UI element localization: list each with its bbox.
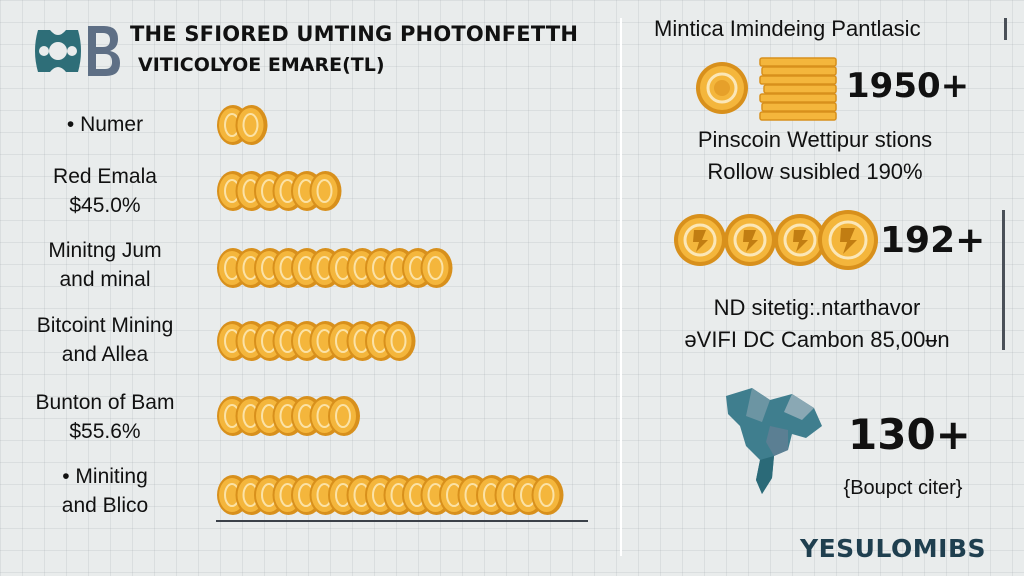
category-label-2: Minitng Jum and minal [48, 239, 162, 291]
x-axis-line [216, 520, 588, 522]
stats-panel: Mintica Imindeing Pantlasic 1950+ Pinsco… [622, 0, 1024, 576]
brand-wordmark: YESULOMIBS [800, 534, 987, 563]
category-label-1: Red Emala $45.0% [53, 165, 157, 217]
bar-2 [217, 248, 453, 288]
map-icon [726, 388, 822, 494]
stat-value-2: 192+ [880, 220, 986, 261]
bar-0 [217, 105, 268, 145]
header-accent-bar [1004, 18, 1007, 40]
panel-divider [620, 18, 622, 556]
category-label-4: Bunton of Bam $55.6% [35, 391, 175, 443]
coin-row-icon [674, 210, 878, 270]
stat-desc-1: Pinscoin Wettipur stions Rollow susibled… [697, 127, 933, 184]
coin-mark [309, 171, 342, 211]
chart-title: THE SFIORED UMTING PHOTONFETTH VITICOLYO… [130, 22, 600, 76]
bar-4 [217, 396, 360, 436]
coin-stack-icon [696, 57, 837, 121]
category-label-3: Bitcoint Mining and Allea [36, 314, 174, 366]
category-label-5: • Miniting and Blico [61, 465, 149, 517]
title-line-1: THE SFIORED UMTING PHOTONFETTH [130, 22, 579, 46]
category-label-0: • Numer [66, 113, 144, 136]
title-line-2: VITICOLYOE EMARE(TL) [138, 54, 385, 76]
stat-value-3: 130+ [848, 410, 971, 459]
stats-header: Mintica Imindeing Pantlasic [654, 16, 921, 41]
coin-mark [383, 321, 416, 361]
stat-value-1: 1950+ [846, 66, 970, 106]
coin-mark [531, 475, 564, 515]
bar-1 [217, 171, 342, 211]
bar-5 [217, 475, 564, 515]
stat-desc-3: {Boupct citer} [843, 477, 963, 499]
coin-mark [235, 105, 268, 145]
stat-accent-bar [1002, 210, 1005, 350]
coin-mark [420, 248, 453, 288]
brand-logo-icon [35, 26, 120, 76]
stat-desc-2: ND sitetig:.ntarthavor ǝVIFI DC Cambon 8… [684, 295, 950, 352]
coin-mark [328, 396, 360, 436]
bar-3 [217, 321, 416, 361]
